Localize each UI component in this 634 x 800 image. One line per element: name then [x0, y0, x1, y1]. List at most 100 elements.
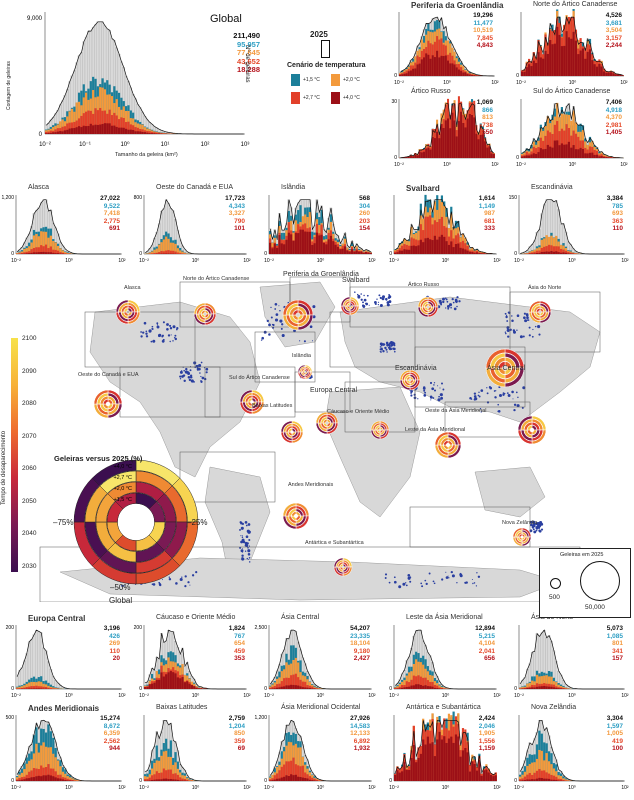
- glacier-speck: [384, 344, 385, 345]
- bar-scenario-4: [160, 672, 162, 689]
- value-scenario-3: 790: [225, 218, 245, 226]
- bar-scenario-4: [577, 54, 579, 76]
- bar-scenario-4: [50, 133, 52, 134]
- xtick: 10⁰: [65, 693, 73, 699]
- bar-scenario-4: [531, 687, 533, 689]
- bar-scenario-4: [529, 688, 531, 689]
- bar-scenario-4: [528, 64, 530, 76]
- bar-scenario-4: [464, 72, 466, 76]
- glacier-speck: [163, 339, 165, 341]
- glacier-speck: [487, 392, 489, 394]
- xtick: 10²: [493, 258, 501, 264]
- glacier-speck: [304, 340, 306, 342]
- bar-scenario-4: [97, 125, 99, 134]
- glacier-speck: [247, 542, 249, 544]
- bar-scenario-4: [309, 688, 311, 689]
- value-scenario-3: 3,157: [606, 35, 622, 43]
- bar-scenario-4: [490, 775, 492, 781]
- value-scenario-0: 1,614: [479, 195, 495, 203]
- bar-scenario-4: [144, 687, 146, 689]
- glacier-speck: [388, 296, 391, 299]
- bar-scenario-4: [481, 253, 483, 254]
- glacier-speck: [410, 576, 412, 578]
- bar-scenario-4: [127, 130, 129, 134]
- bar-scenario-4: [462, 123, 464, 158]
- bar-scenario-4: [337, 247, 339, 254]
- glacier-speck: [424, 580, 426, 582]
- glacier-speck: [240, 535, 241, 536]
- ytick-zero: 0: [264, 778, 267, 784]
- bar-scenario-4: [132, 130, 134, 134]
- glacier-speck: [389, 346, 391, 348]
- bar-scenario-4: [524, 780, 526, 781]
- bar-scenario-4: [548, 252, 550, 254]
- glacier-speck: [378, 304, 379, 305]
- value-scenario-2: 4,370: [606, 114, 622, 122]
- xtick: 10²: [493, 693, 501, 699]
- xtick: 10⁰: [443, 80, 451, 86]
- bar-scenario-4: [94, 125, 96, 134]
- bar-scenario-4: [349, 252, 351, 254]
- glacier-speck: [268, 333, 271, 336]
- glacier-speck: [248, 553, 251, 556]
- legend-label-40: +4,0 °C: [343, 95, 360, 101]
- glacier-speck: [536, 530, 538, 532]
- bar-scenario-4: [440, 56, 442, 76]
- glacier-speck: [452, 298, 454, 300]
- glacier-speck: [414, 394, 416, 396]
- bar-scenario-4: [565, 253, 567, 254]
- glacier-speck: [394, 581, 397, 584]
- glacier-speck: [312, 305, 315, 308]
- glacier-speck: [456, 306, 458, 308]
- bar-scenario-4: [449, 128, 451, 158]
- bar-scenario-4: [299, 777, 301, 781]
- glacier-speck: [442, 298, 445, 301]
- bar-scenario-4: [436, 132, 438, 158]
- bar-scenario-4: [116, 127, 118, 134]
- bar-scenario-4: [38, 252, 40, 254]
- glacier-speck: [279, 310, 280, 311]
- bar-scenario-4: [412, 69, 414, 76]
- legend-label-20: +2,0 °C: [343, 77, 360, 83]
- bar-scenario-4: [33, 777, 35, 781]
- bar-scenario-4: [174, 780, 176, 781]
- bar-scenario-4: [414, 68, 416, 76]
- bar-scenario-4: [440, 124, 442, 158]
- bar-scenario-4: [288, 233, 290, 254]
- glacier-speck: [406, 585, 408, 587]
- bar-scenario-4: [483, 770, 485, 781]
- value-scenario-2: 269: [104, 640, 120, 648]
- bar-scenario-4: [474, 764, 476, 781]
- bar-scenario-4: [278, 687, 280, 689]
- colorbar-tick: 2100: [22, 335, 36, 342]
- bar-scenario-4: [551, 44, 553, 76]
- bar-scenario-4: [292, 775, 294, 781]
- glacier-speck: [451, 571, 453, 573]
- value-scenario-2: 987: [479, 210, 495, 218]
- bar-scenario-4: [469, 252, 471, 254]
- glacier-speck: [140, 335, 142, 337]
- bar-scenario-4: [558, 145, 560, 158]
- value-scenario-4: 2,427: [350, 655, 370, 663]
- xtick: 10²: [243, 785, 251, 791]
- glacier-speck: [448, 577, 449, 578]
- ytick-max: 200: [134, 625, 143, 631]
- bar-scenario-4: [401, 771, 403, 781]
- glacier-speck: [507, 329, 510, 332]
- bar-scenario-4: [186, 681, 188, 689]
- value-scenario-4: 333: [479, 225, 495, 233]
- bar-scenario-4: [318, 235, 320, 254]
- glacier-speck: [246, 525, 248, 527]
- bar-scenario-4: [537, 152, 539, 158]
- north-america-land: [90, 302, 260, 477]
- glacier-speck: [506, 326, 509, 329]
- bar-scenario-4: [488, 146, 490, 158]
- bar-scenario-4: [151, 133, 153, 134]
- xtick: 10⁻²: [11, 785, 21, 791]
- bar-scenario-4: [582, 149, 584, 158]
